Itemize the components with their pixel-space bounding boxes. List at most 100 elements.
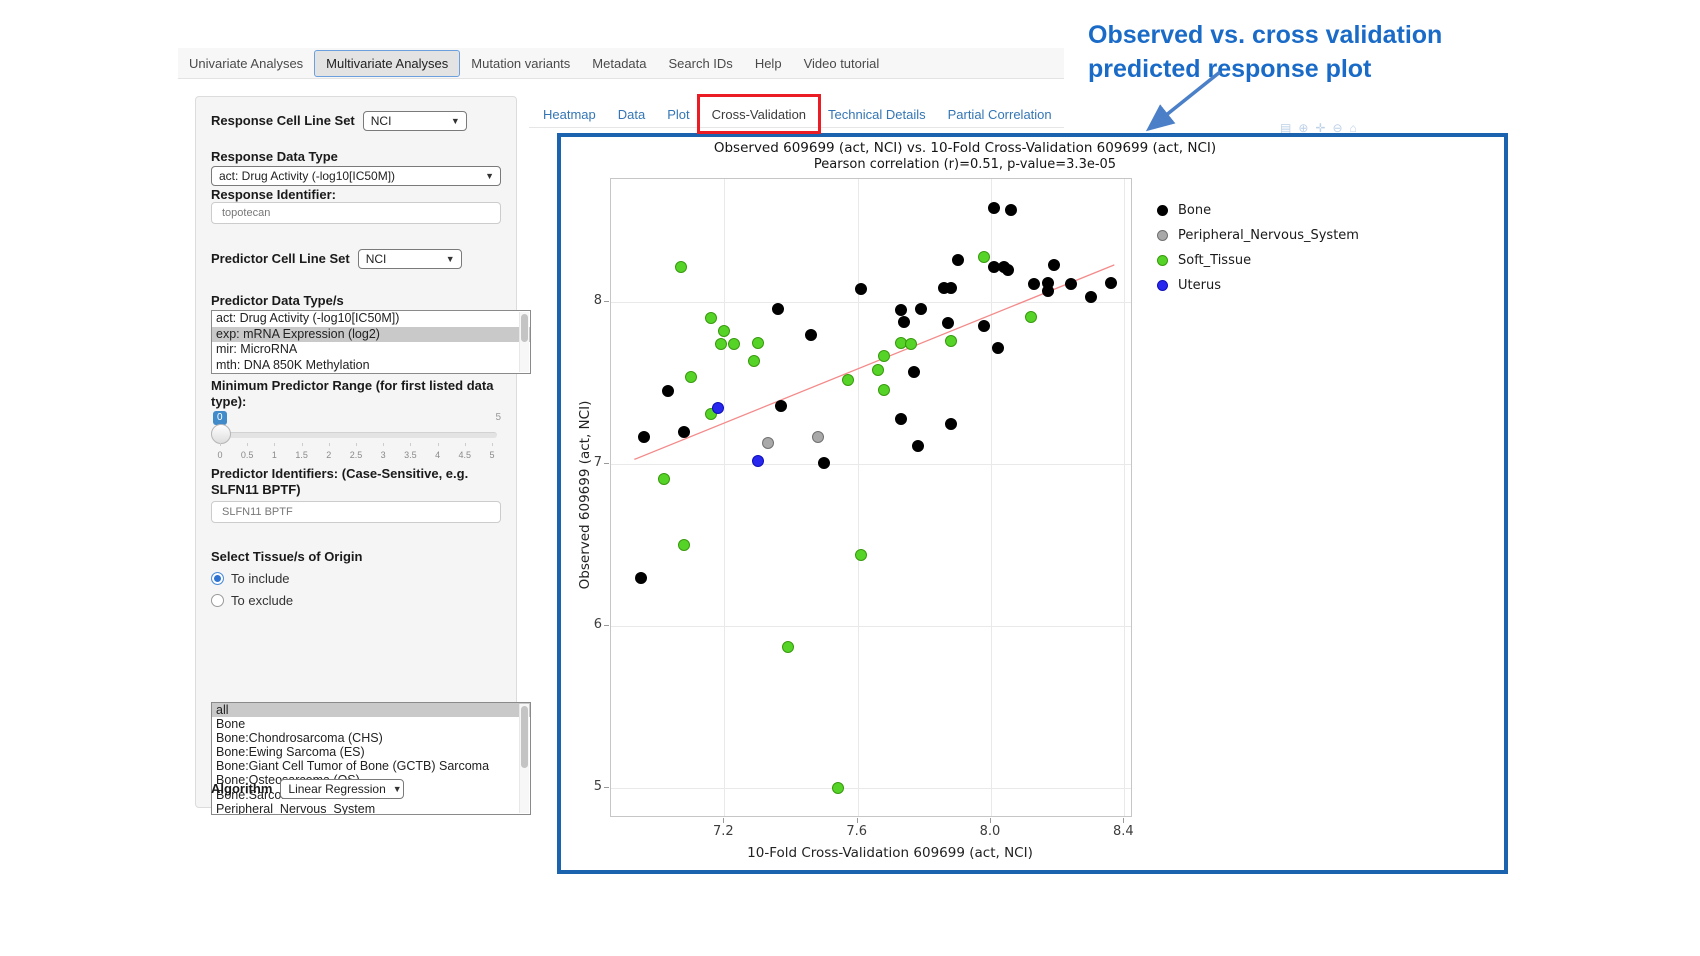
data-point-bone[interactable] xyxy=(895,412,907,425)
data-point-bone[interactable] xyxy=(988,202,1001,215)
list-option-peripheral-nervous-system[interactable]: Peripheral_Nervous_System xyxy=(216,801,376,815)
response-cell-line-set-select[interactable]: NCI ▼ xyxy=(362,111,467,131)
data-point-soft-tissue[interactable] xyxy=(945,335,957,348)
data-point-bone[interactable] xyxy=(1065,278,1077,291)
tab-plot[interactable]: Plot xyxy=(667,106,690,122)
response-data-type-select[interactable]: act: Drug Activity (-log10[IC50M]) ▼ xyxy=(211,166,501,186)
tab-data[interactable]: Data xyxy=(617,106,646,122)
list-option-mth-dna-850k-methylation[interactable]: mth: DNA 850K Methylation xyxy=(216,357,370,372)
data-point-soft-tissue[interactable] xyxy=(728,338,741,351)
zoom-out-icon[interactable]: ⊖ xyxy=(1332,121,1343,135)
legend-item-peripheral-nervous-system[interactable]: Peripheral_Nervous_System xyxy=(1157,228,1359,243)
data-point-soft-tissue[interactable] xyxy=(978,250,991,263)
data-point-soft-tissue[interactable] xyxy=(1025,310,1037,323)
slider-handle[interactable] xyxy=(211,424,231,444)
tab-cross-validation[interactable]: Cross-Validation xyxy=(711,106,807,122)
data-point-bone[interactable] xyxy=(1041,284,1054,297)
data-point-bone[interactable] xyxy=(661,385,674,398)
tab-partial-correlation[interactable]: Partial Correlation xyxy=(947,106,1052,122)
nav-tab-univariate-analyses[interactable]: Univariate Analyses xyxy=(189,55,304,71)
list-option-bone[interactable]: Bone xyxy=(216,717,246,732)
data-point-bone[interactable] xyxy=(678,425,691,438)
slider-track[interactable] xyxy=(215,432,497,438)
list-option-bone-chondrosarcoma-chs[interactable]: Bone:Chondrosarcoma (CHS) xyxy=(216,731,383,746)
data-point-bone[interactable] xyxy=(1085,291,1097,304)
nav-tab-video-tutorial[interactable]: Video tutorial xyxy=(803,55,880,71)
data-point-bone[interactable] xyxy=(775,399,787,412)
nav-tab-help[interactable]: Help xyxy=(754,55,782,71)
predictor-data-type-list-scrollbar-thumb[interactable] xyxy=(521,314,528,342)
zoom-icon[interactable]: ⊕ xyxy=(1298,121,1309,135)
predictor-data-type-list[interactable]: act: Drug Activity (-log10[IC50M]) exp: m… xyxy=(211,310,531,374)
data-point-bone[interactable] xyxy=(635,571,647,584)
data-point-bone[interactable] xyxy=(771,302,784,315)
data-point-bone[interactable] xyxy=(895,304,907,317)
camera-icon[interactable]: ▤ xyxy=(1280,121,1292,135)
data-point-soft-tissue[interactable] xyxy=(871,364,884,377)
tissue-origin-list-scrollbar[interactable] xyxy=(519,704,529,813)
data-point-soft-tissue[interactable] xyxy=(675,260,687,273)
data-point-soft-tissue[interactable] xyxy=(905,338,917,351)
pan-icon[interactable]: ✛ xyxy=(1315,121,1326,135)
list-option-bone-giant-cell-tumor-of-bone-gctb-sarcoma[interactable]: Bone:Giant Cell Tumor of Bone (GCTB) Sar… xyxy=(216,759,490,774)
predictor-data-type-list-scrollbar[interactable] xyxy=(519,312,529,372)
data-point-uterus[interactable] xyxy=(751,455,764,468)
radio-to-exclude[interactable]: To exclude xyxy=(211,593,501,608)
list-option-exp-mrna-expression-log2[interactable]: exp: mRNA Expression (log2) xyxy=(212,326,530,342)
list-option-bone-ewing-sarcoma-es[interactable]: Bone:Ewing Sarcoma (ES) xyxy=(216,745,365,760)
tab-heatmap[interactable]: Heatmap xyxy=(543,106,596,122)
data-point-soft-tissue[interactable] xyxy=(878,383,891,396)
tab-technical-details[interactable]: Technical Details xyxy=(828,106,926,122)
data-point-bone[interactable] xyxy=(911,440,924,453)
data-point-bone[interactable] xyxy=(945,417,957,430)
data-point-bone[interactable] xyxy=(1001,263,1014,276)
min-predictor-range-slider[interactable]: 0 5 0 0.5 1 1.5 2 2.5 3 3.5 4 4.5 5 xyxy=(211,411,501,463)
data-point-bone[interactable] xyxy=(1028,278,1041,291)
predictor-identifiers-input[interactable] xyxy=(211,501,501,523)
legend-item-soft-tissue[interactable]: Soft_Tissue xyxy=(1157,253,1359,268)
data-point-soft-tissue[interactable] xyxy=(705,312,717,325)
data-point-uterus[interactable] xyxy=(711,401,724,414)
response-identifier-input[interactable] xyxy=(211,202,501,224)
data-point-soft-tissue[interactable] xyxy=(658,472,671,485)
list-option-mir-microrna[interactable]: mir: MicroRNA xyxy=(216,342,298,356)
data-point-soft-tissue[interactable] xyxy=(715,338,727,351)
data-point-bone[interactable] xyxy=(855,283,867,296)
data-point-soft-tissue[interactable] xyxy=(685,370,697,383)
algorithm-select[interactable]: Linear Regression ▼ xyxy=(280,779,405,799)
data-point-soft-tissue[interactable] xyxy=(718,325,731,338)
data-point-bone[interactable] xyxy=(1005,203,1017,216)
data-point-soft-tissue[interactable] xyxy=(855,549,867,562)
data-point-bone[interactable] xyxy=(978,320,991,333)
data-point-bone[interactable] xyxy=(908,365,921,378)
data-point-bone[interactable] xyxy=(915,302,927,315)
data-point-peripheral-nervous-system[interactable] xyxy=(761,437,774,450)
data-point-soft-tissue[interactable] xyxy=(748,354,761,367)
list-option-bone-sarcoma[interactable]: Bone:Sarcoma xyxy=(216,787,299,802)
data-point-soft-tissue[interactable] xyxy=(678,539,691,552)
data-point-bone[interactable] xyxy=(951,254,964,267)
predictor-cell-line-set-select[interactable]: NCI ▼ xyxy=(357,249,462,269)
data-point-bone[interactable] xyxy=(991,341,1004,354)
nav-tab-mutation-variants[interactable]: Mutation variants xyxy=(471,55,571,71)
data-point-bone[interactable] xyxy=(1105,276,1117,289)
data-point-soft-tissue[interactable] xyxy=(831,782,844,795)
list-option-act-drug-activity-log10-ic50m[interactable]: act: Drug Activity (-log10[IC50M]) xyxy=(216,311,400,325)
data-point-bone[interactable] xyxy=(898,315,911,328)
tissue-origin-list-scrollbar-thumb[interactable] xyxy=(521,706,528,768)
autoscale-icon[interactable]: ⌂ xyxy=(1349,121,1357,135)
data-point-soft-tissue[interactable] xyxy=(878,349,891,362)
data-point-peripheral-nervous-system[interactable] xyxy=(811,430,824,443)
data-point-bone[interactable] xyxy=(805,328,817,341)
tissue-origin-list[interactable]: all Bone Bone:Chondrosarcoma (CHS) Bone:Ewi… xyxy=(211,702,531,815)
nav-tab-metadata[interactable]: Metadata xyxy=(592,55,647,71)
data-point-soft-tissue[interactable] xyxy=(781,641,794,654)
data-point-bone[interactable] xyxy=(1048,258,1061,271)
data-point-soft-tissue[interactable] xyxy=(751,336,764,349)
data-point-bone[interactable] xyxy=(638,430,651,443)
data-point-bone[interactable] xyxy=(941,317,954,330)
data-point-bone[interactable] xyxy=(818,456,831,469)
list-option-all[interactable]: all xyxy=(212,703,530,718)
legend-item-bone[interactable]: Bone xyxy=(1157,203,1359,218)
data-point-bone[interactable] xyxy=(945,281,957,294)
